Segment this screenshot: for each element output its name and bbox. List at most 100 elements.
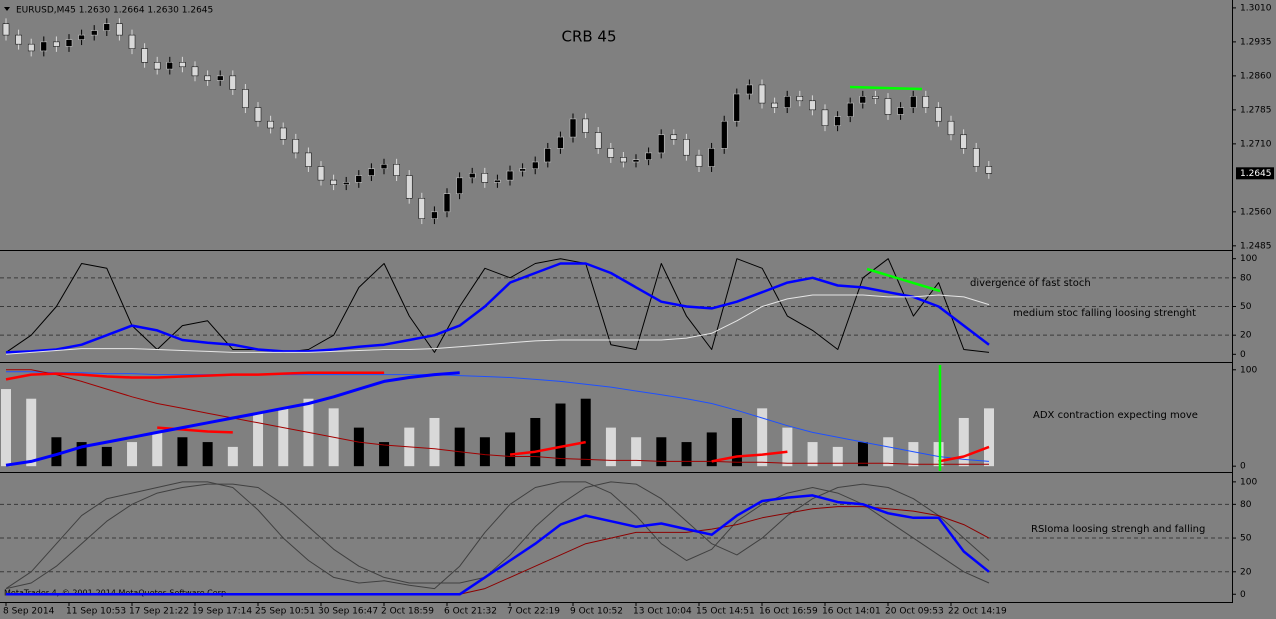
histogram-bar xyxy=(857,442,868,467)
y-tick-label: 50 xyxy=(1240,302,1252,312)
candle-body xyxy=(216,75,224,81)
y-tick-label: 1.2710 xyxy=(1240,139,1272,149)
y-tick-label: 20 xyxy=(1240,567,1252,577)
candle-body xyxy=(78,34,85,40)
y-tick-label: 100 xyxy=(1240,254,1257,264)
candle-body xyxy=(317,166,325,181)
candle-body xyxy=(179,62,186,68)
histogram-bar xyxy=(883,437,894,467)
histogram-bar xyxy=(177,437,188,467)
x-tick-label: 7 Oct 22:19 xyxy=(507,607,560,617)
candle-body xyxy=(65,39,73,47)
candle-body xyxy=(2,23,10,36)
candle-body xyxy=(506,170,514,181)
candle-body xyxy=(355,175,363,183)
y-tick-label: 1.2935 xyxy=(1240,37,1272,47)
y-tick-label: 80 xyxy=(1240,500,1252,510)
candle-body xyxy=(758,84,766,104)
y-tick-label: 0 xyxy=(1240,350,1246,360)
chart-title: CRB 45 xyxy=(561,28,616,46)
candle-body xyxy=(947,120,955,136)
y-tick-label: 100 xyxy=(1240,477,1257,487)
x-tick-label: 30 Sep 16:47 xyxy=(318,607,378,617)
candle-body xyxy=(834,116,841,126)
candle-body xyxy=(40,41,48,52)
watermark: MetaTrader 4, © 2001-2014 MetaQuotes Sof… xyxy=(4,589,229,598)
indicator-line xyxy=(5,371,460,467)
candle-body xyxy=(128,34,136,49)
histogram-bar xyxy=(227,446,238,467)
histogram-bar xyxy=(631,437,642,467)
candle-body xyxy=(733,93,741,122)
histogram-bar xyxy=(731,417,742,467)
indicator-line xyxy=(5,294,990,355)
candle-body xyxy=(468,173,476,179)
candle-body xyxy=(670,134,678,140)
candle-body xyxy=(720,120,728,149)
candle-body xyxy=(872,96,879,99)
x-tick-label: 15 Oct 14:51 xyxy=(696,607,755,617)
histogram-bar xyxy=(555,403,566,467)
candle-body xyxy=(191,66,199,77)
candle-body xyxy=(657,134,665,154)
candle-body xyxy=(229,75,237,90)
histogram-bar xyxy=(101,446,112,467)
x-tick-label: 19 Sep 17:14 xyxy=(192,607,252,617)
x-tick-label: 11 Sep 10:53 xyxy=(66,607,126,617)
candle-body xyxy=(796,96,804,102)
x-tick-label: 2 Oct 18:59 xyxy=(381,607,434,617)
annotation: divergence of fast stoch xyxy=(970,278,1091,289)
x-tick-label: 20 Oct 09:53 xyxy=(885,607,944,617)
histogram-bar xyxy=(605,427,616,467)
candle-body xyxy=(456,177,463,194)
candle-body xyxy=(771,102,778,108)
histogram-bar xyxy=(807,442,818,467)
candle-body xyxy=(368,168,375,176)
y-tick-label: 0 xyxy=(1240,462,1246,472)
y-tick-label: 0 xyxy=(1240,590,1246,600)
last-price-box xyxy=(1236,167,1274,180)
candle-body xyxy=(481,173,489,183)
histogram-bar xyxy=(127,442,138,467)
candle-body xyxy=(330,179,337,185)
candle-body xyxy=(443,193,451,213)
candle-body xyxy=(809,100,816,111)
candle-body xyxy=(519,168,526,172)
y-tick-label: 20 xyxy=(1240,331,1252,341)
candle-body xyxy=(418,197,426,219)
histogram-bar xyxy=(933,442,944,467)
indicator-line xyxy=(157,426,990,463)
candle-body xyxy=(620,157,627,163)
histogram-bar xyxy=(454,427,465,467)
annotation-line xyxy=(866,267,941,293)
histogram-bar xyxy=(706,432,717,467)
histogram-bar xyxy=(757,408,768,467)
candle-body xyxy=(531,161,539,170)
last-price-label: 1.2645 xyxy=(1240,169,1272,179)
candle-body xyxy=(242,89,249,108)
candle-body xyxy=(922,96,930,108)
candle-body xyxy=(494,179,501,183)
indicator-line xyxy=(6,494,990,596)
histogram-bar xyxy=(958,417,969,467)
x-tick-label: 13 Oct 10:04 xyxy=(633,607,692,617)
menu-arrow xyxy=(4,7,10,11)
y-tick-label: 1.2785 xyxy=(1240,105,1272,115)
annotation: RSIoma loosing strengh and falling xyxy=(1031,524,1205,535)
candle-body xyxy=(582,118,589,133)
candle-body xyxy=(746,84,753,95)
candle-body xyxy=(279,127,287,140)
indicator-line xyxy=(5,481,990,590)
candle-body xyxy=(645,152,652,160)
candle-body xyxy=(53,41,60,47)
candle-body xyxy=(292,139,300,154)
candle-body xyxy=(544,148,552,163)
candle-body xyxy=(166,62,174,70)
histogram-bar xyxy=(429,417,440,467)
histogram-bar xyxy=(152,432,163,467)
candle-body xyxy=(607,148,615,158)
indicator-line xyxy=(5,262,990,354)
x-tick-label: 16 Oct 14:01 xyxy=(822,607,881,617)
candle-body xyxy=(632,159,640,163)
